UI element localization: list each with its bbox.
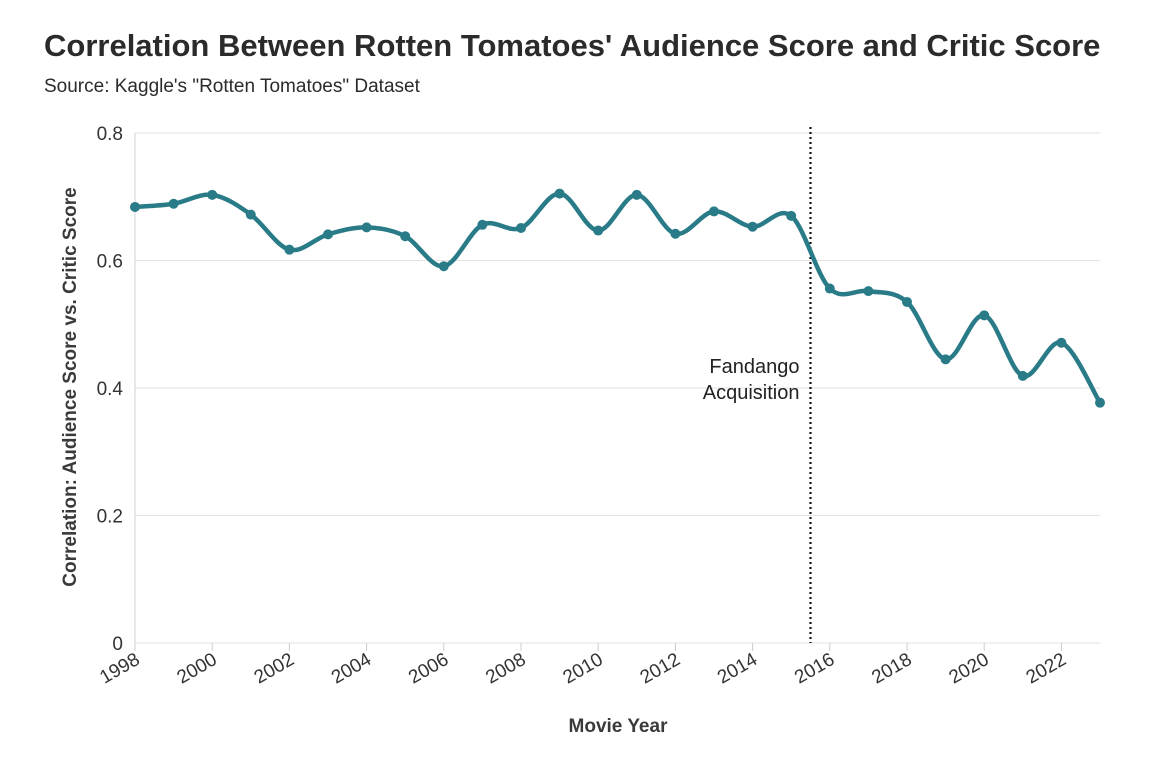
data-point xyxy=(631,189,642,200)
x-axis-label: Movie Year xyxy=(569,716,669,737)
data-point xyxy=(130,201,140,212)
data-point xyxy=(284,244,295,255)
y-tick-label: 0 xyxy=(112,634,123,655)
data-point xyxy=(1095,397,1105,408)
x-tick-label: 2012 xyxy=(637,649,684,688)
data-point xyxy=(516,222,526,233)
annotation-label: Acquisition xyxy=(703,382,800,404)
data-point xyxy=(709,206,719,217)
data-point xyxy=(168,198,179,209)
chart-title: Correlation Between Rotten Tomatoes' Aud… xyxy=(44,28,1101,63)
annotation-label: Fandango xyxy=(709,356,799,378)
data-point xyxy=(477,219,488,230)
y-axis-ticks: 0 0.2 0.4 0.6 0.8 xyxy=(97,124,124,655)
y-tick-label: 0.4 xyxy=(97,379,124,400)
data-point xyxy=(824,283,835,294)
annotation-group: Fandango Acquisition xyxy=(703,127,812,643)
data-point xyxy=(438,261,449,272)
y-tick-label: 0.6 xyxy=(97,252,123,273)
x-tick-label: 2014 xyxy=(714,649,761,689)
grid-lines xyxy=(134,132,1100,644)
data-point xyxy=(902,296,912,307)
x-tick-label: 2004 xyxy=(328,649,375,689)
x-tick-label: 2002 xyxy=(251,649,298,688)
series-group xyxy=(130,188,1105,408)
data-point xyxy=(207,189,218,200)
x-axis-ticks: 1998 2000 2002 2004 2006 2008 2010 2012 2014 2016… xyxy=(96,643,1070,688)
data-point xyxy=(554,188,565,199)
x-tick-label: 2008 xyxy=(482,649,529,688)
data-point xyxy=(593,225,604,236)
x-tick-label: 2016 xyxy=(791,649,838,688)
data-point xyxy=(400,231,411,242)
data-point xyxy=(1017,370,1028,381)
data-point xyxy=(786,210,797,221)
x-tick-label: 2000 xyxy=(174,649,221,688)
x-tick-label: 1998 xyxy=(96,649,143,688)
data-point xyxy=(979,310,990,321)
data-point xyxy=(361,222,372,233)
x-tick-label: 2020 xyxy=(946,649,993,688)
data-point xyxy=(863,286,874,297)
data-point xyxy=(323,229,333,240)
chart-subtitle: Source: Kaggle's "Rotten Tomatoes" Datas… xyxy=(44,76,420,97)
x-tick-label: 2018 xyxy=(868,649,915,688)
data-point xyxy=(670,228,681,239)
y-tick-label: 0.8 xyxy=(97,124,123,145)
data-point xyxy=(747,221,758,232)
data-point xyxy=(245,209,256,220)
y-axis-label: Correlation: Audience Score vs. Critic S… xyxy=(60,187,81,586)
x-tick-label: 2010 xyxy=(560,649,607,688)
data-point xyxy=(1056,337,1067,348)
x-tick-label: 2006 xyxy=(405,649,452,688)
series-line xyxy=(132,191,1103,405)
data-point xyxy=(940,354,951,365)
y-tick-label: 0.2 xyxy=(97,507,123,528)
x-tick-label: 2022 xyxy=(1023,649,1070,688)
